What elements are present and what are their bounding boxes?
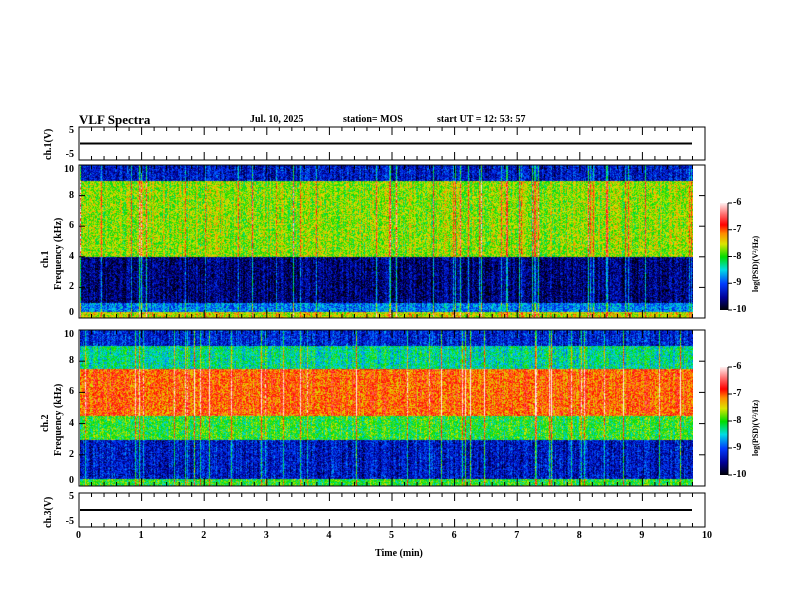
x-tick-label: 8 xyxy=(576,530,582,541)
ch2-colorbar-label: log(PSD)(V²/Hz) xyxy=(751,399,760,456)
x-tick-label: 7 xyxy=(514,530,520,541)
date-label: Jul. 10, 2025 xyxy=(250,114,304,125)
y-tick-label: 10 xyxy=(64,329,74,340)
ch1-freq-label-a: ch.1 xyxy=(40,250,51,269)
start-time-label: start UT = 12: 53: 57 xyxy=(437,114,526,125)
ch1-spectrogram xyxy=(80,165,693,318)
x-tick-label: 3 xyxy=(263,530,269,541)
ch2-spectrogram xyxy=(80,330,693,486)
x-tick-label: 10 xyxy=(702,530,712,541)
y-tick-label: 4 xyxy=(69,250,74,262)
y-tick-label: 4 xyxy=(69,417,74,429)
colorbar-tick-label: -10 xyxy=(733,304,747,315)
ch1-colorbar xyxy=(720,203,728,310)
ch3-voltage-label: ch.3(V) xyxy=(43,496,54,528)
ch2-colorbar xyxy=(720,367,728,475)
y-tick-label: -5 xyxy=(65,516,74,527)
y-tick-label: 6 xyxy=(69,386,74,398)
colorbar-tick-label: -6 xyxy=(733,197,742,208)
ch2-freq-label-a: ch.2 xyxy=(40,414,51,433)
colorbar-tick-label: -6 xyxy=(733,361,742,372)
y-tick-label: -5 xyxy=(65,149,74,160)
colorbar-tick-label: -8 xyxy=(733,250,742,262)
x-tick-label: 9 xyxy=(639,530,645,541)
ch2-freq-label-b: Frequency (kHz) xyxy=(53,383,64,456)
x-tick-label: 0 xyxy=(76,530,81,541)
ch1-colorbar-label: log(PSD)(V²/Hz) xyxy=(751,235,760,292)
colorbar-tick-label: -9 xyxy=(733,277,742,289)
y-tick-label: 8 xyxy=(69,189,74,201)
ch1-voltage-label: ch.1(V) xyxy=(43,128,54,160)
colorbar-tick-label: -7 xyxy=(733,388,742,399)
x-tick-label: 6 xyxy=(451,530,457,541)
x-tick-label: 1 xyxy=(138,530,144,541)
y-tick-label: 6 xyxy=(69,220,74,232)
x-tick-label: 4 xyxy=(326,530,332,541)
x-axis-label: Time (min) xyxy=(375,548,423,559)
y-tick-label: 2 xyxy=(69,448,74,460)
ch1-freq-label-b: Frequency (kHz) xyxy=(53,217,64,290)
colorbar-tick-label: -9 xyxy=(733,442,742,453)
x-tick-label: 2 xyxy=(201,530,207,541)
figure-title: VLF Spectra xyxy=(79,112,151,127)
ch1-spectrogram-frame xyxy=(78,164,706,319)
y-tick-label: 0 xyxy=(69,307,74,318)
y-tick-label: 5 xyxy=(69,491,74,502)
y-tick-label: 5 xyxy=(69,125,74,136)
y-tick-label: 2 xyxy=(69,281,74,293)
x-tick-label: 5 xyxy=(389,530,394,541)
y-tick-label: 10 xyxy=(64,164,74,175)
y-tick-label: 0 xyxy=(69,475,74,486)
y-tick-label: 8 xyxy=(69,355,74,367)
station-label: station= MOS xyxy=(343,114,403,125)
colorbar-tick-label: -10 xyxy=(733,469,747,480)
colorbar-tick-label: -8 xyxy=(733,415,742,426)
colorbar-tick-label: -7 xyxy=(733,223,742,235)
ch2-spectrogram-frame xyxy=(78,329,706,487)
